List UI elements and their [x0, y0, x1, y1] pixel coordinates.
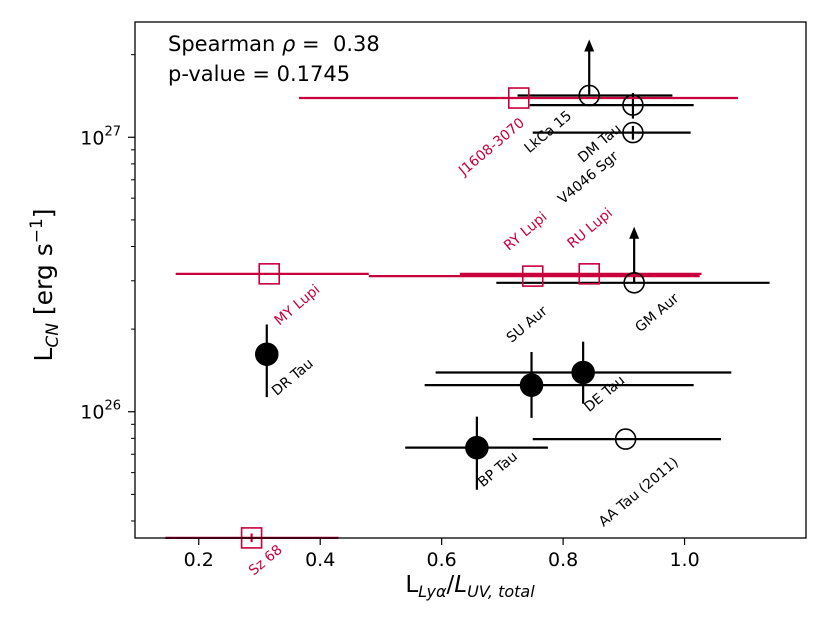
marker-my-lupi	[258, 263, 281, 285]
label-aa-tau-2011: AA Tau (2011)	[596, 454, 682, 530]
x-axis-ticks: 0.2 0.4 0.6 0.8 1.0	[184, 538, 700, 571]
marker-de-tau	[571, 360, 595, 385]
label-su-aur: SU Aur	[504, 303, 551, 346]
marker-gm-aur	[623, 271, 645, 294]
x-axis-label: LLyα/LUV, total	[405, 572, 535, 601]
data-markers	[240, 84, 645, 549]
x-tick-label-3: 0.8	[548, 549, 578, 571]
marker-ru-lupi	[578, 263, 601, 285]
x-tick-label-0: 0.2	[184, 549, 214, 571]
annotation-pvalue: p-value = 0.1745	[168, 62, 350, 86]
marker-lkca-15	[578, 84, 601, 107]
marker-aa-tau-2011	[614, 428, 637, 450]
upper-limit-arrow-gm-aur	[629, 226, 640, 239]
upper-limit-arrow-lkca-15	[584, 39, 595, 52]
y-tick-label-1: 1027	[80, 124, 121, 149]
marker-su-aur	[519, 373, 544, 397]
x-tick-label-1: 0.4	[305, 549, 335, 571]
y-axis-label: LCN [erg s−1]	[27, 208, 63, 361]
label-ru-lupi: RU Lupi	[565, 205, 616, 252]
marker-j1608-3070	[507, 87, 530, 109]
label-my-lupi: MY Lupi	[271, 282, 323, 329]
marker-dr-tau	[255, 342, 279, 366]
marker-v4046-sgr	[622, 121, 644, 144]
marker-bp-tau	[465, 435, 489, 460]
x-tick-label-4: 1.0	[669, 549, 699, 571]
y-tick-label-0: 1026	[80, 399, 121, 424]
y-axis-ticks: 1026 1027	[80, 124, 135, 424]
x-tick-label-2: 0.6	[427, 549, 457, 571]
label-ry-lupi: RY Lupi	[501, 209, 550, 254]
marker-dm-tau	[622, 94, 644, 116]
plot-frame	[134, 21, 807, 539]
label-gm-aur: GM Aur	[632, 290, 682, 336]
marker-ry-lupi	[521, 265, 544, 287]
label-dr-tau: DR Tau	[269, 356, 317, 400]
annotation-spearman: Spearman ρ = 0.38	[168, 32, 380, 56]
label-j1608-3070: J1608-3070	[455, 115, 528, 180]
y-minor-ticks	[131, 54, 135, 522]
